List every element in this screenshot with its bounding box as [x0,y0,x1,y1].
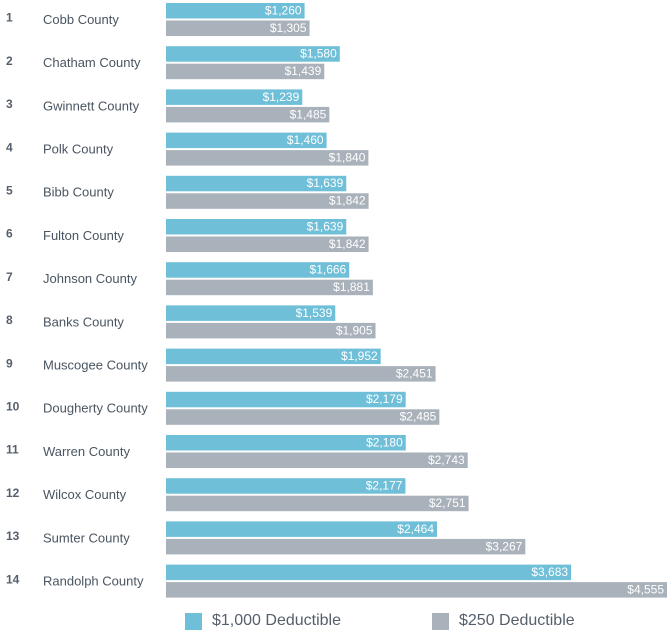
value-label-250: $2,751 [429,496,466,510]
category-label: Dougherty County [43,401,148,416]
legend: $1,000 Deductible $250 Deductible [0,612,672,636]
rank-label: 6 [6,227,13,241]
rank-label: 9 [6,356,13,370]
category-label: Johnson County [43,271,137,286]
rank-label: 11 [6,443,19,457]
category-label: Chatham County [43,55,141,70]
value-label-250: $1,305 [270,21,307,35]
value-label-250: $4,555 [627,583,664,597]
value-label-1000: $1,639 [307,219,344,233]
value-label-250: $1,485 [290,107,327,121]
bar-250-deductible [166,236,369,252]
legend-swatch-1000 [185,612,202,630]
bar-250-deductible [166,366,436,382]
category-label: Wilcox County [43,487,127,502]
category-label: Muscogee County [43,358,148,373]
bar-1000-deductible [166,348,381,365]
rank-label: 13 [6,529,20,543]
value-label-250: $1,439 [285,64,322,78]
category-label: Cobb County [43,12,119,27]
rank-label: 14 [6,572,20,586]
value-label-250: $1,842 [329,237,366,251]
category-label: Sumter County [43,530,130,545]
value-label-250: $1,905 [336,323,373,337]
category-label: Gwinnett County [43,98,140,113]
rank-label: 4 [6,140,13,154]
bar-1000-deductible [166,435,406,451]
bar-1000-deductible [166,3,305,19]
bar-1000-deductible [166,564,572,581]
rank-label: 12 [6,486,20,500]
bar-250-deductible [166,322,376,339]
bar-1000-deductible [166,46,340,62]
bar-1000-deductible [166,89,303,105]
value-label-1000: $1,539 [296,306,333,320]
bar-1000-deductible [166,478,406,494]
bar-1000-deductible [166,219,347,235]
rank-label: 8 [6,313,13,327]
legend-item-1000-deductible: $1,000 Deductible [185,612,341,630]
bar-250-deductible [166,193,369,209]
rank-label: 7 [6,270,13,284]
value-label-1000: $1,666 [310,263,347,277]
value-label-1000: $3,683 [531,565,568,579]
value-label-250: $3,267 [486,539,523,553]
bar-250-deductible [166,409,440,425]
value-label-1000: $2,464 [397,522,434,536]
bar-250-deductible [166,150,369,166]
bar-250-deductible [166,538,526,555]
bar-250-deductible [166,106,330,123]
category-label: Randolph County [43,574,144,589]
value-label-1000: $2,177 [366,479,403,493]
bar-1000-deductible [166,305,336,321]
rank-label: 3 [6,97,13,111]
bar-1000-deductible [166,391,406,408]
bar-250-deductible [166,20,310,36]
bar-250-deductible [166,495,469,512]
category-label: Banks County [43,314,124,329]
value-label-1000: $1,239 [263,90,300,104]
bar-1000-deductible [166,262,350,278]
value-label-250: $1,840 [329,151,366,165]
rank-label: 2 [6,54,13,68]
value-label-250: $2,485 [400,410,437,424]
legend-label-1000: $1,000 Deductible [212,612,341,629]
value-label-250: $1,881 [333,280,370,294]
bar-chart: 1 Cobb County $1,260 $1,305 2 Chatham County $… [6,3,667,598]
value-label-1000: $2,180 [366,435,403,449]
value-label-250: $2,451 [396,367,433,381]
bar-1000-deductible [166,132,327,149]
bar-1000-deductible [166,175,347,192]
value-label-1000: $1,460 [287,133,324,147]
bar-1000-deductible [166,521,438,537]
category-label: Fulton County [43,228,124,243]
value-label-1000: $1,639 [307,176,344,190]
category-label: Bibb County [43,185,114,200]
value-label-250: $2,743 [428,453,465,467]
bar-250-deductible [166,279,373,296]
bar-250-deductible [166,452,468,468]
category-label: Polk County [43,142,114,157]
value-label-1000: $1,580 [300,47,337,61]
category-label: Warren County [43,444,130,459]
value-label-250: $1,842 [329,194,366,208]
bar-250-deductible [166,63,325,80]
value-label-1000: $2,179 [366,392,403,406]
value-label-1000: $1,952 [341,349,378,363]
rank-label: 10 [6,399,20,413]
legend-item-250-deductible: $250 Deductible [432,612,575,630]
bar-250-deductible [166,582,667,598]
value-label-1000: $1,260 [265,3,302,17]
rank-label: 5 [6,183,13,197]
legend-label-250: $250 Deductible [459,612,575,629]
rank-label: 1 [6,11,13,25]
legend-swatch-250 [432,612,449,630]
